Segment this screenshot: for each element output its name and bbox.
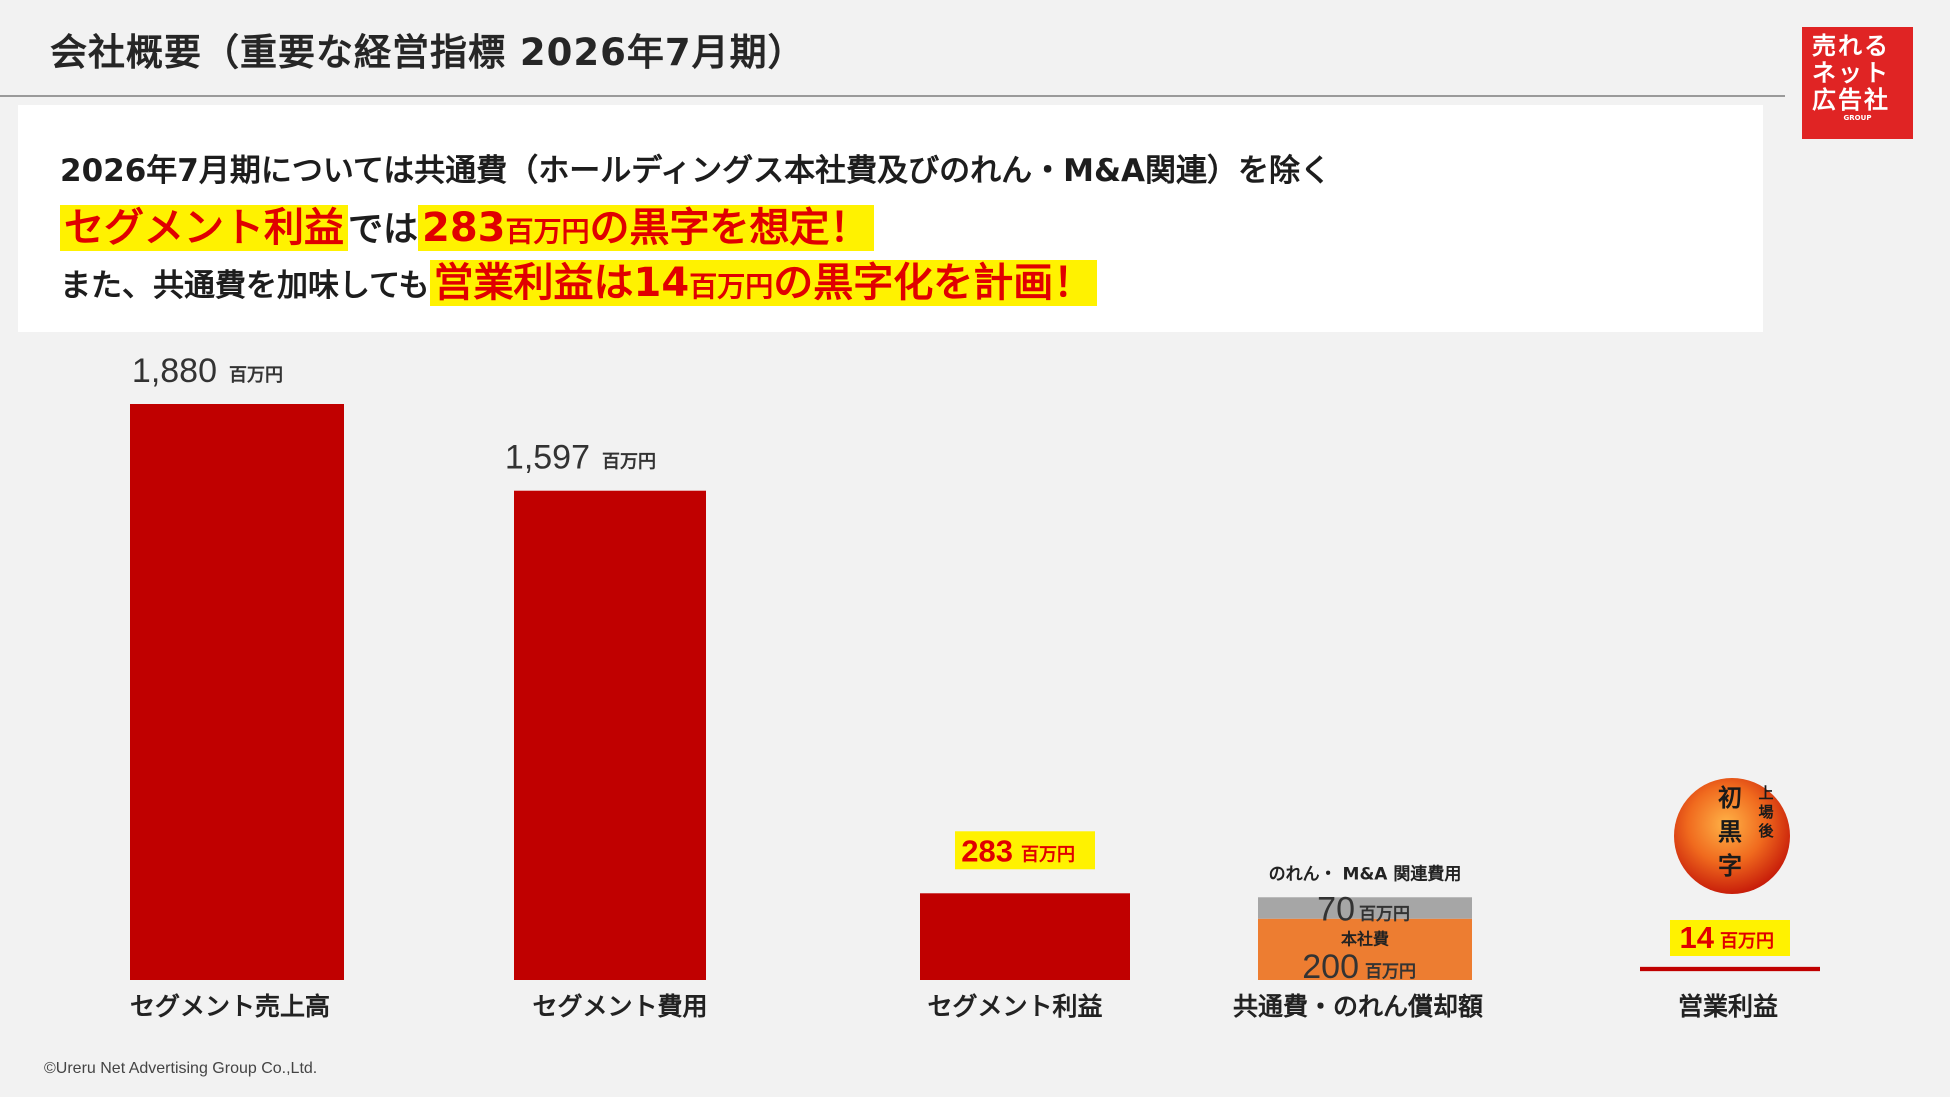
category-label: セグメント費用 (532, 992, 707, 1021)
segment-value-hq: 200 (1302, 948, 1359, 986)
title-divider (0, 95, 1785, 97)
highlight-op-unit: 百万円 (689, 270, 774, 303)
segment-name-goodwill: のれん・ M&A 関連費用 (1269, 863, 1462, 884)
message-line3-pre: また、共通費を加味しても (60, 268, 430, 304)
badge-text-main: 字 (1718, 852, 1742, 880)
message-line2: セグメント利益 では 283百万円の黒字を想定！ (60, 195, 874, 253)
value-unit: 百万円 (1021, 844, 1075, 865)
bar-segment-hq (1258, 918, 1472, 980)
highlight-283-unit: 百万円 (505, 215, 590, 248)
logo-sub: GROUP (1843, 113, 1872, 122)
highlight-segment-profit: セグメント利益 (60, 205, 348, 251)
logo-line2: ネット (1812, 58, 1890, 87)
value-unit: 百万円 (229, 365, 283, 386)
logo-line3: 広告社 (1812, 85, 1890, 114)
category-label: セグメント利益 (927, 992, 1102, 1021)
message-line1: 2026年7月期については共通費（ホールディングス本社費及びのれん・M&A関連）… (60, 153, 1331, 189)
highlight-283: 283百万円の黒字を想定！ (418, 205, 874, 251)
bar-segment-goodwill (1258, 897, 1472, 919)
value-highlight-bg (955, 831, 1095, 870)
highlight-op-a: 営業利益は14 (433, 260, 690, 306)
badge-text-top: 後 (1757, 822, 1774, 840)
highlight-283-num: 283 (422, 205, 506, 251)
bar-5 (1640, 966, 1820, 972)
badge-text-top: 場 (1758, 803, 1773, 821)
bar-2 (514, 490, 706, 980)
category-label: 共通費・のれん償却額 (1233, 992, 1483, 1021)
value-label: 14 (1680, 920, 1715, 955)
category-label: セグメント売上高 (130, 992, 330, 1021)
segment-value-goodwill: 70 (1317, 891, 1355, 929)
key-message-box: 2026年7月期については共通費（ホールディングス本社費及びのれん・M&A関連）… (18, 105, 1763, 332)
value-unit: 百万円 (1720, 931, 1774, 952)
badge-text-top: 上 (1758, 784, 1773, 802)
copyright: ©Ureru Net Advertising Group Co.,Ltd. (44, 1060, 318, 1077)
value-highlight-bg (1670, 920, 1790, 956)
segment-name-hq: 本社費 (1341, 930, 1389, 949)
segment-unit-goodwill: 百万円 (1359, 905, 1410, 925)
highlight-op-b: の黒字化を計画！ (773, 260, 1094, 306)
message-line2-mid: では (348, 210, 419, 250)
bar-1 (130, 404, 344, 980)
highlight-283-rest: の黒字を想定！ (589, 205, 870, 251)
company-logo: 売れる ネット 広告社 GROUP (1802, 27, 1913, 139)
value-label: 1,597 (505, 439, 590, 477)
logo-line1: 売れる (1812, 32, 1890, 60)
value-unit: 百万円 (602, 452, 656, 473)
value-label: 283 (961, 833, 1013, 868)
message-line3: また、共通費を加味しても 営業利益は14百万円の黒字化を計画！ (60, 250, 1098, 308)
category-label: 営業利益 (1678, 992, 1778, 1021)
badge-text-main: 初 (1718, 784, 1742, 812)
value-label: 1,880 (132, 352, 217, 390)
page-title: 会社概要（重要な経営指標 2026年7月期） (50, 31, 806, 74)
highlight-operating-profit: 営業利益は14百万円の黒字化を計画！ (429, 260, 1098, 306)
segment-unit-hq: 百万円 (1365, 962, 1416, 982)
badge-text-main: 黒 (1718, 818, 1742, 846)
badge-circle (1674, 778, 1790, 894)
bar-3 (920, 893, 1130, 980)
